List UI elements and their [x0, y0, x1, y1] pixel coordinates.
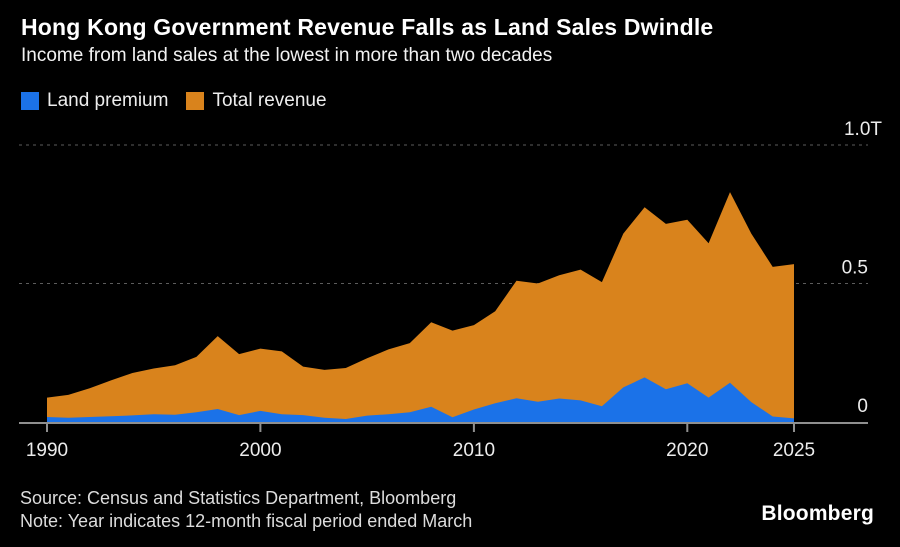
bloomberg-logo: Bloomberg: [761, 502, 874, 525]
x-tick-label: 1990: [26, 440, 68, 461]
land-premium-swatch-icon: [21, 92, 39, 110]
chart-header: Hong Kong Government Revenue Falls as La…: [21, 13, 880, 68]
total-revenue-area: [47, 192, 794, 422]
legend-label-total-revenue: Total revenue: [212, 90, 327, 111]
note-text: Note: Year indicates 12-month fiscal per…: [20, 511, 473, 531]
x-tick-label: 2010: [453, 440, 495, 461]
land-premium-area: [47, 377, 794, 422]
y-tick-label: 0: [857, 396, 868, 417]
source-text: Source: Census and Statistics Department…: [20, 488, 457, 508]
chart-footer: Source: Census and Statistics Department…: [20, 487, 472, 533]
legend-item-land-premium: Land premium: [21, 90, 168, 112]
legend-item-total-revenue: Total revenue: [186, 90, 327, 112]
x-tick-label: 2000: [239, 440, 281, 461]
chart-legend: Land premium Total revenue: [21, 90, 345, 112]
y-tick-label: 0.5: [842, 258, 868, 279]
x-tick-label: 2025: [773, 440, 815, 461]
x-tick-label: 2020: [666, 440, 708, 461]
y-tick-label: 1.0T: [844, 119, 882, 140]
chart-title: Hong Kong Government Revenue Falls as La…: [21, 14, 714, 40]
chart-subtitle: Income from land sales at the lowest in …: [21, 45, 553, 66]
legend-label-land-premium: Land premium: [47, 90, 169, 111]
total-revenue-swatch-icon: [186, 92, 205, 110]
